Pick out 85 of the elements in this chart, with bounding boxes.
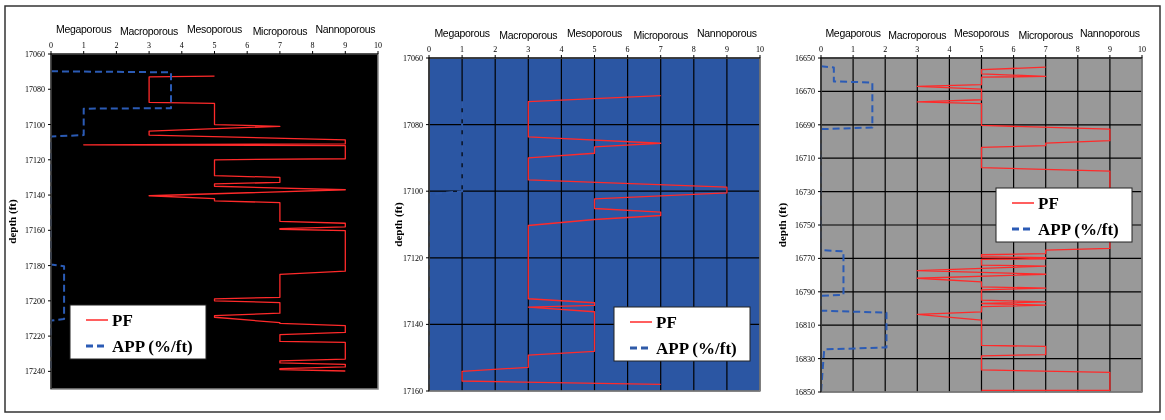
- x-tick-label: 10: [1138, 45, 1146, 54]
- y-tick-label: 17160: [403, 387, 423, 396]
- legend-label: PF: [112, 311, 133, 330]
- y-tick-label: 17060: [25, 50, 45, 59]
- text: Macroporous: [888, 29, 947, 41]
- y-tick-label: 17200: [25, 296, 45, 306]
- x-tick-label: 7: [277, 41, 282, 50]
- y-tick-label: 16730: [795, 187, 815, 197]
- text: Megaporous: [434, 27, 490, 39]
- y-tick-label: 16710: [795, 154, 815, 164]
- x-tick-label: 1: [460, 45, 465, 54]
- y-tick-label: 17240: [25, 367, 45, 377]
- y-axis-title: depth (ft): [6, 199, 19, 244]
- y-tick-label: 16790: [795, 287, 815, 297]
- legend-label: APP (%/ft): [656, 339, 737, 358]
- legend-label: APP (%/ft): [1038, 220, 1119, 239]
- x-tick-label: 1: [81, 41, 86, 50]
- text: Mesoporous: [954, 27, 1009, 39]
- y-tick-label: 17140: [403, 320, 423, 330]
- y-tick-label: 17100: [25, 120, 45, 130]
- y-tick-label: 17160: [25, 226, 45, 236]
- x-tick-label: 8: [1075, 45, 1080, 54]
- y-tick-label: 17100: [403, 187, 423, 197]
- y-tick-label: 17080: [403, 120, 423, 130]
- x-tick-label: 2: [114, 41, 119, 50]
- x-tick-label: 2: [493, 45, 498, 54]
- x-tick-label: 9: [1107, 45, 1112, 54]
- y-tick-label: 16690: [795, 120, 815, 130]
- y-axis-title: depth (ft): [776, 202, 789, 248]
- x-tick-label: 4: [559, 45, 564, 54]
- x-tick-label: 2: [883, 45, 888, 54]
- text: Megaporous: [56, 23, 112, 35]
- legend-label: PF: [656, 313, 677, 332]
- x-tick-label: 3: [526, 45, 531, 54]
- y-tick-label: 16650: [795, 54, 815, 63]
- text: Mesoporous: [187, 23, 242, 35]
- x-tick-label: 0: [49, 41, 53, 50]
- legend-label: PF: [1038, 194, 1059, 213]
- x-tick-label: 10: [756, 45, 764, 54]
- x-tick-label: 9: [724, 45, 729, 54]
- x-tick-label: 0: [427, 45, 431, 54]
- y-tick-label: 17180: [25, 261, 45, 271]
- y-tick-label: 17140: [25, 191, 45, 201]
- x-tick-label: 5: [592, 45, 597, 54]
- text: Microporous: [252, 25, 308, 37]
- y-tick-label: 17220: [25, 332, 45, 342]
- x-tick-label: 4: [947, 45, 952, 54]
- x-tick-label: 6: [625, 45, 630, 54]
- y-tick-label: 16670: [795, 87, 815, 97]
- text: Nannoporous: [1080, 27, 1140, 39]
- line-series: [83, 75, 346, 372]
- x-tick-label: 9: [343, 41, 348, 50]
- x-tick-label: 4: [179, 41, 184, 50]
- y-tick-label: 16770: [795, 254, 815, 264]
- y-tick-label: 17060: [403, 54, 423, 63]
- x-tick-label: 3: [147, 41, 152, 50]
- x-tick-label: 3: [915, 45, 920, 54]
- y-tick-label: 16830: [795, 354, 815, 364]
- y-tick-label: 16850: [795, 388, 815, 397]
- x-tick-label: 6: [1011, 45, 1016, 54]
- text: Macroporous: [499, 29, 558, 41]
- y-axis-title: depth (ft): [392, 202, 405, 247]
- y-tick-label: 17120: [25, 155, 45, 165]
- y-tick-label: 16810: [795, 321, 815, 331]
- y-tick-label: 16750: [795, 221, 815, 230]
- y-tick-label: 17080: [25, 85, 45, 95]
- legend-label: APP (%/ft): [112, 337, 193, 356]
- text: Megaporous: [825, 27, 881, 39]
- y-tick-label: 17120: [403, 253, 423, 263]
- x-tick-label: 7: [658, 45, 663, 54]
- text: Macroporous: [120, 25, 179, 37]
- x-tick-label: 5: [212, 41, 217, 50]
- x-tick-label: 8: [310, 41, 315, 50]
- text: Nannoporous: [697, 27, 757, 39]
- x-tick-label: 7: [1043, 45, 1048, 54]
- text: Mesoporous: [567, 27, 622, 39]
- x-tick-label: 0: [819, 45, 823, 54]
- text: Nannoporous: [315, 23, 376, 35]
- text: Microporous: [1018, 29, 1073, 41]
- text: Microporous: [633, 29, 688, 41]
- x-tick-label: 8: [691, 45, 696, 54]
- x-tick-label: 6: [245, 41, 250, 50]
- x-tick-label: 1: [851, 45, 856, 54]
- x-tick-label: 5: [979, 45, 984, 54]
- x-tick-label: 10: [374, 41, 382, 50]
